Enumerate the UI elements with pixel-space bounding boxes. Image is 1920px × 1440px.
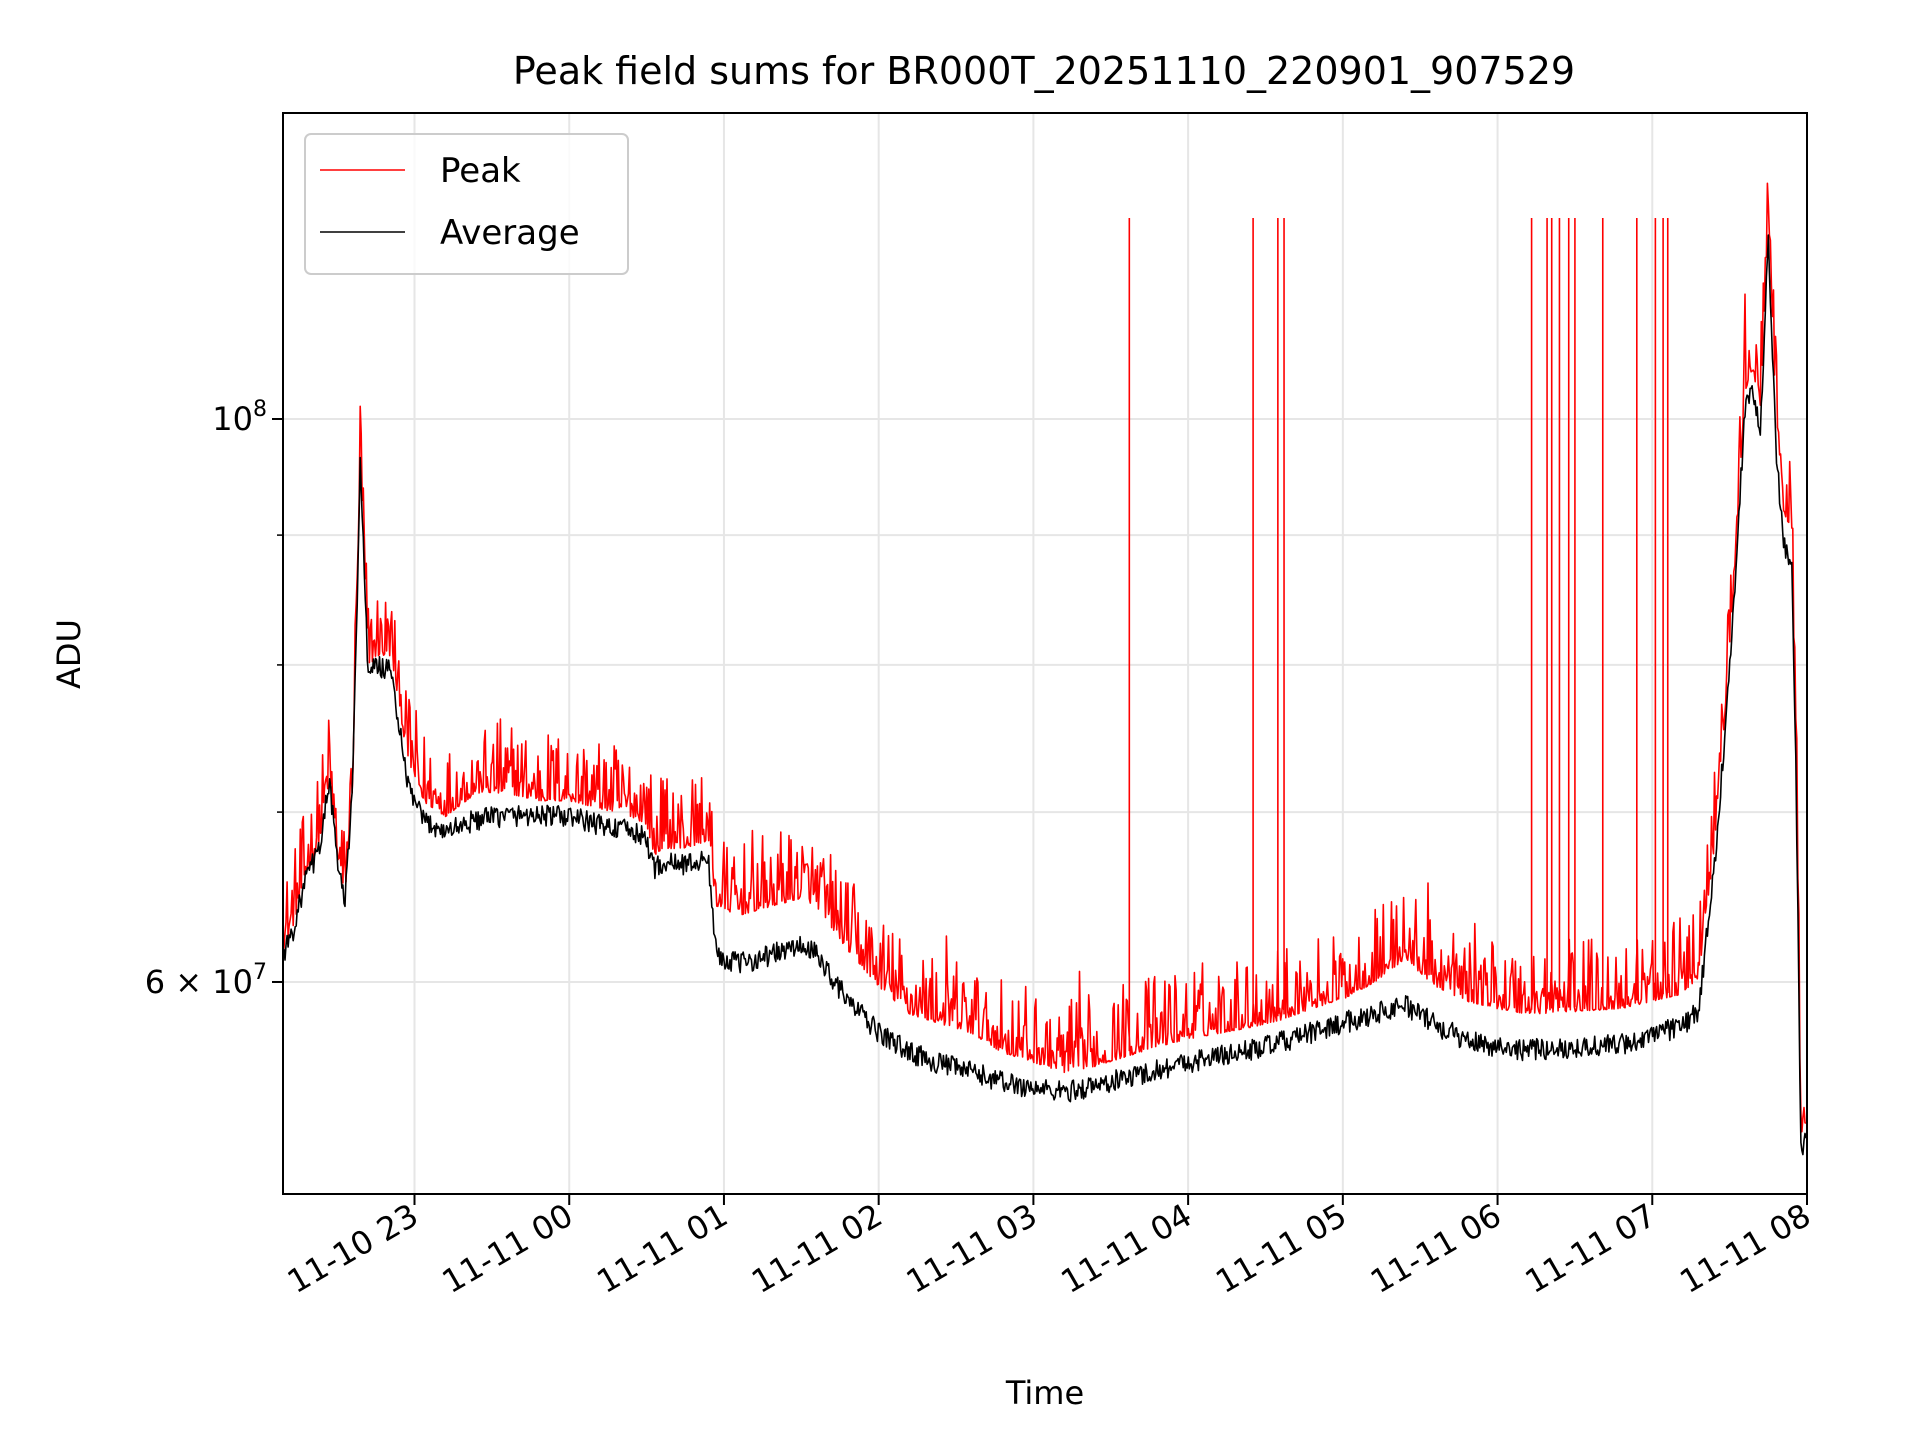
series-line-peak: [282, 182, 1807, 1133]
legend: Peak Average: [304, 133, 629, 275]
legend-label-average: Average: [440, 213, 580, 253]
x-axis-label: Time: [1005, 1374, 1084, 1412]
legend-label-peak: Peak: [440, 151, 521, 191]
y-axis: 6 × 107 108: [145, 397, 283, 1001]
series-layer: [282, 182, 1808, 1156]
series-line-average: [282, 234, 1808, 1156]
y-axis-label: ADU: [50, 619, 88, 689]
plot-frame: [282, 112, 1808, 1195]
y-tick-label: 6 × 107: [145, 960, 267, 1001]
legend-box: [304, 133, 629, 275]
chart-title: Peak field sums for BR000T_20251110_2209…: [513, 49, 1575, 93]
y-tick-label: 108: [212, 397, 267, 438]
